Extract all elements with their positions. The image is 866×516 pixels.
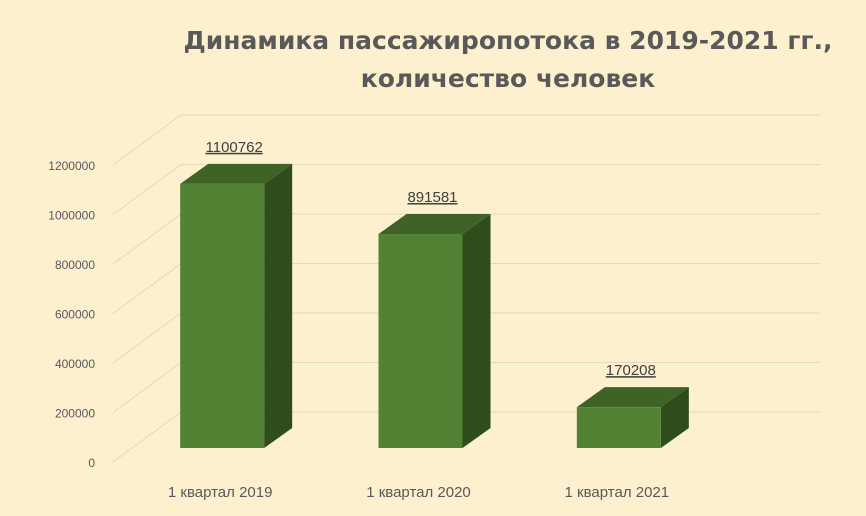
chart-title-line1: Динамика пассажиропотока в 2019-2021 гг.… [183, 26, 833, 55]
bar [576, 407, 661, 448]
bar-side [264, 163, 293, 448]
data-label: 1100762 [206, 139, 263, 156]
y-tick-label: 0 [88, 456, 95, 470]
gridline [112, 114, 820, 166]
y-tick-label: 400000 [55, 357, 95, 371]
bar-side [462, 214, 491, 448]
bar-side [660, 387, 689, 448]
bar-top [378, 214, 491, 235]
x-tick-label: 1 квартал 2020 [366, 484, 471, 501]
bar-top [180, 163, 293, 184]
bar [180, 183, 265, 448]
y-tick-label: 600000 [55, 308, 95, 322]
gridline [112, 164, 820, 215]
y-tick-label: 200000 [55, 407, 95, 421]
data-label: 170208 [606, 362, 656, 379]
x-tick-label: 1 квартал 2021 [565, 484, 670, 501]
data-label: 891581 [407, 189, 457, 206]
y-tick-label: 1200000 [48, 159, 95, 173]
bar [378, 234, 463, 448]
chart-title-line2: количество человек [360, 64, 656, 93]
x-tick-label: 1 квартал 2019 [168, 484, 273, 501]
y-tick-label: 800000 [55, 258, 95, 272]
bar-top [576, 387, 689, 408]
y-tick-label: 1000000 [48, 209, 95, 223]
